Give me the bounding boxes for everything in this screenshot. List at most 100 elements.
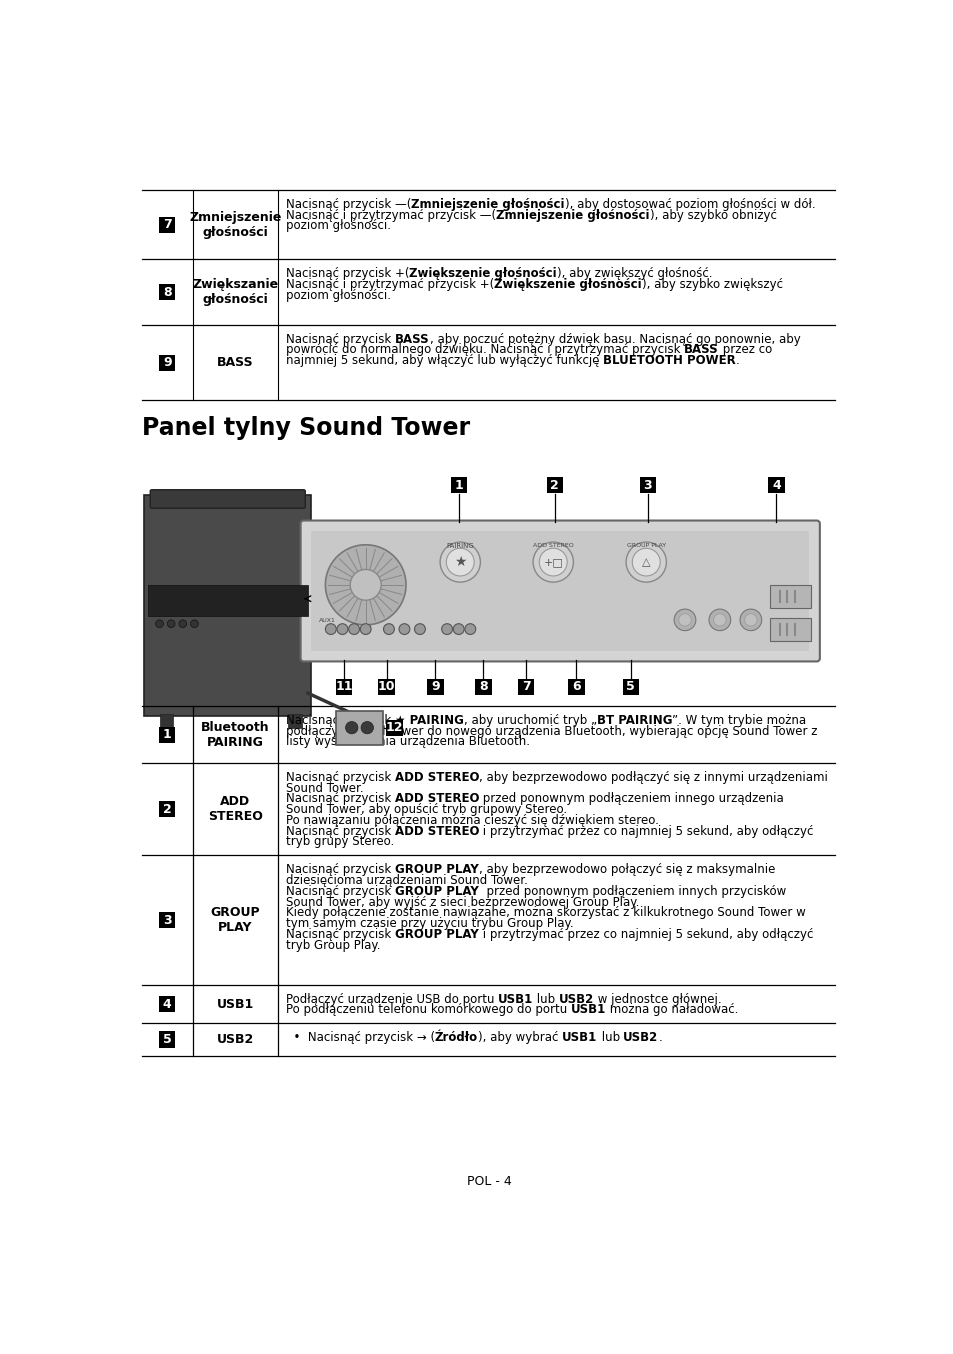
FancyBboxPatch shape xyxy=(546,477,562,493)
FancyBboxPatch shape xyxy=(159,802,175,818)
Text: Nacisnąć i przytrzymać przycisk +(: Nacisnąć i przytrzymać przycisk +( xyxy=(286,278,494,291)
FancyBboxPatch shape xyxy=(450,477,466,493)
FancyBboxPatch shape xyxy=(427,678,443,695)
Circle shape xyxy=(179,620,187,627)
Circle shape xyxy=(398,624,410,635)
Text: ADD STEREO: ADD STEREO xyxy=(533,543,573,548)
Circle shape xyxy=(464,624,476,635)
Circle shape xyxy=(708,609,730,631)
Circle shape xyxy=(674,609,695,631)
Text: Nacisnąć przycisk: Nacisnąć przycisk xyxy=(286,770,395,784)
Text: 2: 2 xyxy=(163,803,172,815)
Text: Sound Tower, aby opuścić tryb grupowy Stereo.: Sound Tower, aby opuścić tryb grupowy St… xyxy=(286,803,566,816)
Circle shape xyxy=(632,548,659,575)
Text: GROUP PLAY: GROUP PLAY xyxy=(395,864,478,876)
Text: Nacisnąć przycisk: Nacisnąć przycisk xyxy=(286,333,395,345)
Text: najmniej 5 sekund, aby włączyć lub wyłączyć funkcję: najmniej 5 sekund, aby włączyć lub wyłąc… xyxy=(286,355,602,367)
Text: , aby bezprzewodowo połączyć się z maksymalnie: , aby bezprzewodowo połączyć się z maksy… xyxy=(478,864,774,876)
Circle shape xyxy=(415,624,425,635)
Circle shape xyxy=(533,542,573,582)
Circle shape xyxy=(350,570,381,600)
Text: 3: 3 xyxy=(643,478,652,492)
Text: 1: 1 xyxy=(163,728,172,741)
Text: Po nawiązaniu połączenia można cieszyć się dźwiękiem stereo.: Po nawiązaniu połączenia można cieszyć s… xyxy=(286,814,659,827)
Text: 12: 12 xyxy=(385,722,403,734)
Circle shape xyxy=(625,542,666,582)
Text: △: △ xyxy=(641,556,650,567)
Text: Zmniejszenie głośności: Zmniejszenie głośności xyxy=(411,198,564,211)
Text: i przytrzymać przez co najmniej 5 sekund, aby odłączyć: i przytrzymać przez co najmniej 5 sekund… xyxy=(478,825,813,838)
Text: Sound Tower.: Sound Tower. xyxy=(286,781,363,795)
Circle shape xyxy=(383,624,394,635)
Text: poziom głośności.: poziom głośności. xyxy=(286,219,391,233)
FancyBboxPatch shape xyxy=(378,678,395,695)
Circle shape xyxy=(744,613,757,626)
FancyBboxPatch shape xyxy=(300,520,819,662)
Text: 2: 2 xyxy=(550,478,558,492)
Text: USB1: USB1 xyxy=(561,1030,597,1044)
FancyBboxPatch shape xyxy=(568,678,584,695)
Text: BASS: BASS xyxy=(217,356,253,370)
Text: Zwiększenie głośności: Zwiększenie głośności xyxy=(409,267,557,280)
Text: 8: 8 xyxy=(163,286,172,299)
Text: GROUP
PLAY: GROUP PLAY xyxy=(211,906,260,934)
Text: poziom głośności.: poziom głośności. xyxy=(286,288,391,302)
Text: 7: 7 xyxy=(521,680,530,693)
Text: listy wyszukiwania urządzenia Bluetooth.: listy wyszukiwania urządzenia Bluetooth. xyxy=(286,735,529,749)
FancyBboxPatch shape xyxy=(767,477,783,493)
Text: przed ponownym podłączeniem innego urządzenia: przed ponownym podłączeniem innego urząd… xyxy=(478,792,783,806)
Text: •  Nacisnąć przycisk → (: • Nacisnąć przycisk → ( xyxy=(286,1030,435,1044)
Text: ), aby szybko zwiększyć: ), aby szybko zwiększyć xyxy=(641,278,781,291)
FancyBboxPatch shape xyxy=(386,719,402,735)
Bar xyxy=(769,619,810,642)
Text: 4: 4 xyxy=(163,998,172,1010)
Text: Sound Tower, aby wyjść z sieci bezprzewodowej Group Play.: Sound Tower, aby wyjść z sieci bezprzewo… xyxy=(286,895,639,909)
Circle shape xyxy=(679,613,691,626)
Text: Nacisnąć przycisk: Nacisnąć przycisk xyxy=(286,792,395,806)
Text: w jednostce głównej.: w jednostce głównej. xyxy=(594,992,721,1006)
Text: tym samym czasie przy użyciu trybu Group Play.: tym samym czasie przy użyciu trybu Group… xyxy=(286,917,573,930)
Bar xyxy=(288,714,302,727)
Text: USB2: USB2 xyxy=(558,992,594,1006)
Circle shape xyxy=(446,548,474,575)
Text: Nacisnąć przycisk +(: Nacisnąć przycisk +( xyxy=(286,267,409,280)
Text: tryb grupy Stereo.: tryb grupy Stereo. xyxy=(286,835,394,849)
FancyBboxPatch shape xyxy=(159,355,175,371)
Circle shape xyxy=(740,609,760,631)
Text: AUX1: AUX1 xyxy=(319,617,335,623)
Text: BASS: BASS xyxy=(683,344,718,356)
Circle shape xyxy=(191,620,198,627)
Text: 9: 9 xyxy=(163,356,172,370)
Text: tryb Group Play.: tryb Group Play. xyxy=(286,938,380,952)
Text: przez co: przez co xyxy=(718,344,771,356)
Text: +□: +□ xyxy=(543,556,562,567)
Text: Bluetooth
PAIRING: Bluetooth PAIRING xyxy=(201,720,270,749)
Text: Nacisnąć i przytrzymać przycisk —(: Nacisnąć i przytrzymać przycisk —( xyxy=(286,209,496,222)
Text: 9: 9 xyxy=(431,680,439,693)
Text: powrócić do normalnego dźwięku. Nacisnąć i przytrzymać przycisk: powrócić do normalnego dźwięku. Nacisnąć… xyxy=(286,344,683,356)
Text: Zwiększanie
głośności: Zwiększanie głośności xyxy=(193,278,278,306)
Text: ★ PAIRING: ★ PAIRING xyxy=(395,714,463,727)
Text: lub: lub xyxy=(597,1030,622,1044)
Text: przed ponownym podłączeniem innych przycisków: przed ponownym podłączeniem innych przyc… xyxy=(478,884,785,898)
FancyBboxPatch shape xyxy=(159,727,175,743)
Bar xyxy=(335,711,382,745)
Text: USB2: USB2 xyxy=(216,1033,253,1047)
Text: Nacisnąć przycisk: Nacisnąć przycisk xyxy=(286,884,395,898)
Text: , aby bezprzewodowo podłączyć się z innymi urządzeniami: , aby bezprzewodowo podłączyć się z inny… xyxy=(478,770,827,784)
FancyBboxPatch shape xyxy=(159,913,175,929)
Circle shape xyxy=(348,624,359,635)
Text: ), aby wybrać: ), aby wybrać xyxy=(477,1030,561,1044)
Text: GROUP PLAY: GROUP PLAY xyxy=(395,884,478,898)
Text: 10: 10 xyxy=(377,680,395,693)
Text: Nacisnąć przycisk: Nacisnąć przycisk xyxy=(286,714,395,727)
Text: Nacisnąć przycisk: Nacisnąć przycisk xyxy=(286,864,395,876)
Text: ), aby zwiększyć głośność.: ), aby zwiększyć głośność. xyxy=(557,267,712,280)
Text: 5: 5 xyxy=(626,680,635,693)
Text: Źródło: Źródło xyxy=(435,1030,477,1044)
Text: Nacisnąć przycisk —(: Nacisnąć przycisk —( xyxy=(286,198,411,211)
Circle shape xyxy=(345,722,357,734)
Text: BASS: BASS xyxy=(395,333,429,345)
Circle shape xyxy=(325,544,406,624)
Text: 3: 3 xyxy=(163,914,172,926)
